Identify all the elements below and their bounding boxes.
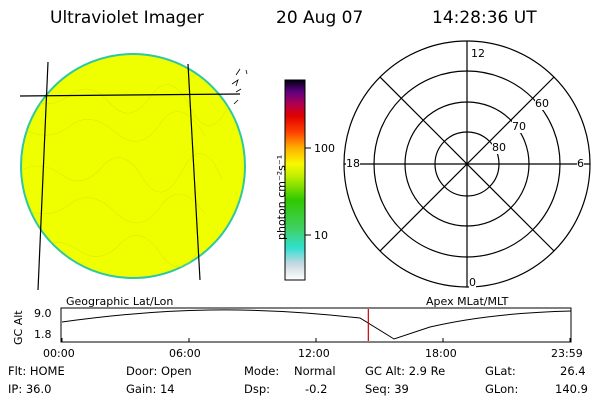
- x-tick-label-2: 12:00: [298, 347, 330, 360]
- gc-alt-status: GC Alt: 2.9 Re: [365, 364, 446, 378]
- lat-label-70: 70: [512, 120, 526, 133]
- mlt-label-18: 18: [346, 157, 360, 170]
- lat-lon-grid: [19, 61, 241, 291]
- filter-status: Flt: HOME: [8, 364, 65, 378]
- colorbar-tick-100: 100: [314, 142, 335, 155]
- glat-value: 26.4: [560, 364, 586, 378]
- glon-label: GLon:: [485, 382, 519, 396]
- gain-status: Gain: 14: [126, 382, 175, 396]
- polar-title: Apex MLat/MLT: [426, 295, 509, 308]
- earth-disk: [20, 53, 246, 279]
- colorbar-gradient: [284, 79, 306, 281]
- glon-value: 140.9: [555, 382, 588, 396]
- altitude-curve: [61, 309, 572, 340]
- mlt-label-12: 12: [471, 47, 485, 60]
- mode-label: Mode:: [244, 364, 280, 378]
- seq-status: Seq: 39: [365, 382, 409, 396]
- colorbar-tick-10: 10: [314, 229, 328, 242]
- ip-status: IP: 36.0: [8, 382, 52, 396]
- glat-label: GLat:: [485, 364, 516, 378]
- polar-plot: [343, 40, 591, 288]
- gc-alt-ymin: 1.8: [34, 328, 52, 341]
- colorbar-unit-label: photon cm⁻²s⁻¹: [275, 154, 288, 240]
- altitude-timeline-plot: [60, 307, 572, 343]
- x-tick-label-0: 00:00: [43, 347, 75, 360]
- gc-alt-axis-label: GC Alt: [12, 310, 25, 345]
- x-tick-label-4: 23:59: [551, 347, 583, 360]
- colorbar: [284, 79, 311, 281]
- app-title: Ultraviolet Imager: [50, 8, 204, 28]
- dsp-label: Dsp:: [244, 382, 271, 396]
- dsp-value: -0.2: [305, 382, 328, 396]
- mlt-label-0: 0: [469, 276, 476, 289]
- time-label: 14:28:36 UT: [432, 8, 537, 28]
- globe-image: [19, 53, 248, 291]
- mode-value: Normal: [294, 364, 336, 378]
- date-label: 20 Aug 07: [276, 8, 364, 28]
- x-tick-label-3: 18:00: [425, 347, 457, 360]
- x-tick-label-1: 06:00: [169, 347, 201, 360]
- globe-title: Geographic Lat/Lon: [66, 295, 174, 308]
- coastline-marks: [231, 68, 248, 105]
- gc-alt-ymax: 9.0: [34, 307, 52, 320]
- lat-label-80: 80: [492, 141, 506, 154]
- polar-diagonal-2: [379, 76, 555, 252]
- door-status: Door: Open: [126, 364, 192, 378]
- mlt-label-6: 6: [577, 157, 584, 170]
- lat-label-60: 60: [535, 97, 549, 110]
- disk-texture: [21, 84, 231, 268]
